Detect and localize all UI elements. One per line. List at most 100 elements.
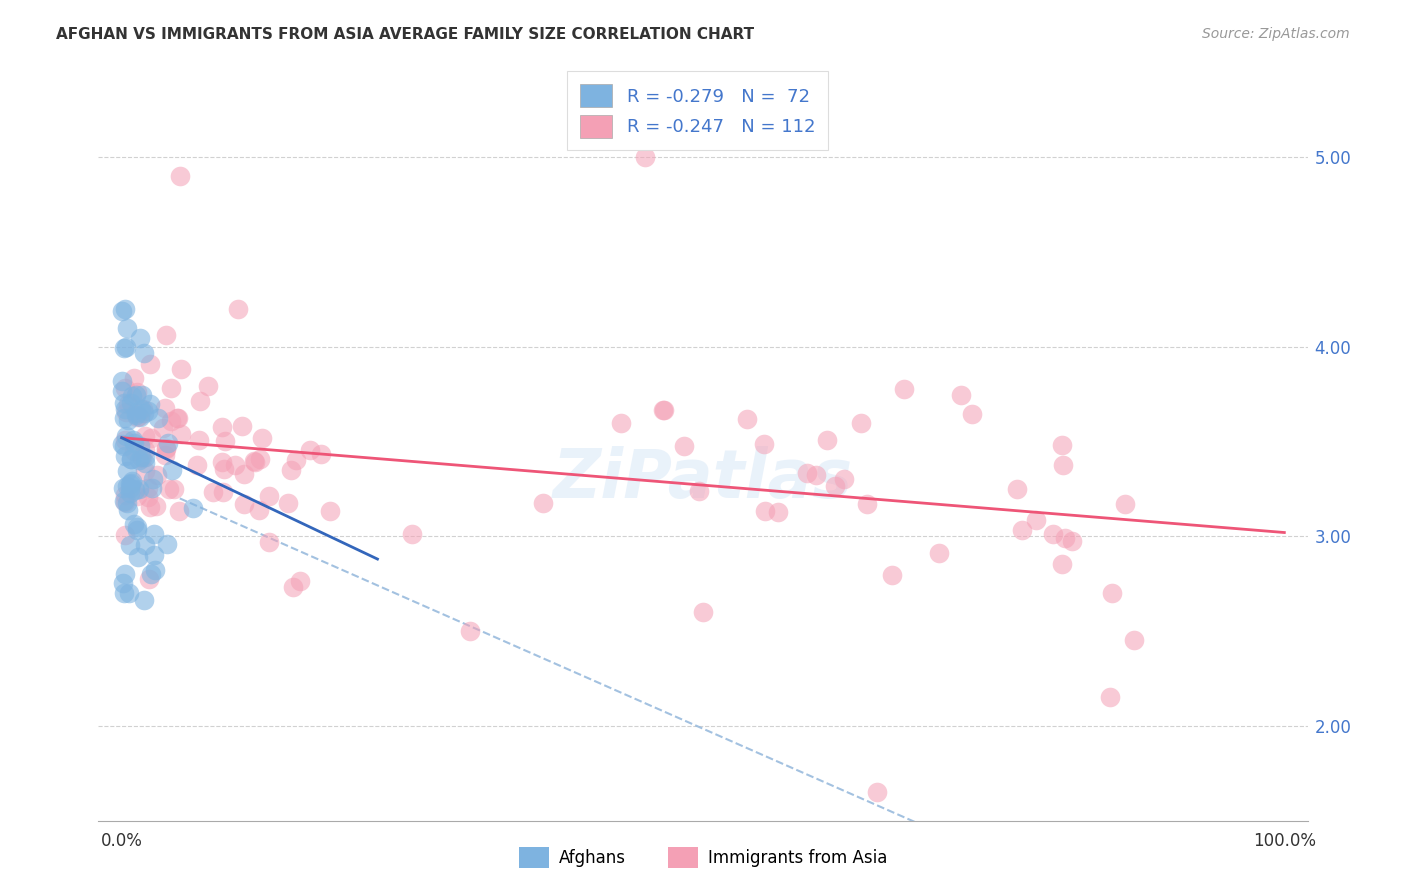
Point [138,572,160,586]
Point [136,404,159,418]
Point [112,493,135,508]
Point [128,410,150,425]
Point [155,327,177,342]
Point [124,371,146,385]
Point [1101,586,1123,600]
Point [120,481,142,495]
Point [112,341,135,355]
Point [112,575,135,590]
Point [114,528,136,542]
Point [796,467,818,481]
Point [128,483,150,497]
Point [115,479,138,493]
Point [928,546,950,560]
Point [145,467,167,482]
Point [880,568,903,582]
Point [768,505,790,519]
Point [120,538,142,552]
Text: AFGHAN VS IMMIGRANTS FROM ASIA AVERAGE FAMILY SIZE CORRELATION CHART: AFGHAN VS IMMIGRANTS FROM ASIA AVERAGE F… [56,27,755,42]
Point [233,467,256,481]
Point [128,409,150,424]
Point [652,403,675,417]
Point [117,413,139,427]
Point [1042,526,1064,541]
Point [120,477,142,491]
Point [257,489,280,503]
Point [134,429,156,443]
Point [851,416,873,430]
Point [134,442,156,457]
Point [280,463,302,477]
Point [129,439,152,453]
Point [1062,533,1084,548]
Point [1123,633,1146,648]
Point [128,331,150,345]
Point [285,453,308,467]
Point [960,407,983,421]
Point [114,449,136,463]
Point [1050,438,1073,452]
Point [115,340,138,354]
Legend: R = -0.279   N =  72, R = -0.247   N = 112: R = -0.279 N = 72, R = -0.247 N = 112 [567,71,828,151]
Point [824,479,846,493]
Point [139,500,162,514]
Point [132,593,155,607]
Point [157,436,180,450]
Point [143,548,166,563]
Point [893,382,915,396]
Point [120,475,142,490]
Point [134,456,156,470]
Point [114,495,136,509]
Point [112,396,135,410]
Point [111,436,134,450]
Point [112,481,135,495]
Point [114,405,136,419]
Point [122,443,145,458]
Point [134,538,156,552]
Point [153,401,176,416]
Point [245,455,267,469]
Point [122,433,145,447]
Point [754,437,776,451]
Point [160,414,183,428]
Point [111,384,134,398]
Point [129,450,152,465]
Point [201,485,224,500]
Point [169,427,191,442]
Point [118,586,141,600]
Point [834,472,856,486]
Point [152,421,174,435]
Point [167,410,190,425]
Point [243,454,266,468]
Text: Source: ZipAtlas.com: Source: ZipAtlas.com [1202,27,1350,41]
Point [281,581,304,595]
Point [145,563,167,577]
Point [214,434,236,449]
Point [115,464,138,478]
Point [169,361,191,376]
Point [1098,690,1121,705]
Point [124,435,146,450]
Point [804,468,827,483]
Point [257,535,280,549]
Point [634,150,657,164]
Point [115,496,138,510]
Point [247,503,270,517]
Point [128,453,150,467]
Point [134,450,156,464]
Point [112,439,135,453]
Point [1052,458,1074,473]
Point [160,380,183,394]
Point [127,520,149,534]
Point [186,458,208,472]
Point [120,452,142,467]
Point [122,516,145,531]
Point [737,411,759,425]
Point [212,485,235,500]
Point [139,567,162,582]
Point [949,388,972,402]
Point [111,374,134,388]
Point [211,455,233,469]
Point [688,483,710,498]
Point [311,447,333,461]
